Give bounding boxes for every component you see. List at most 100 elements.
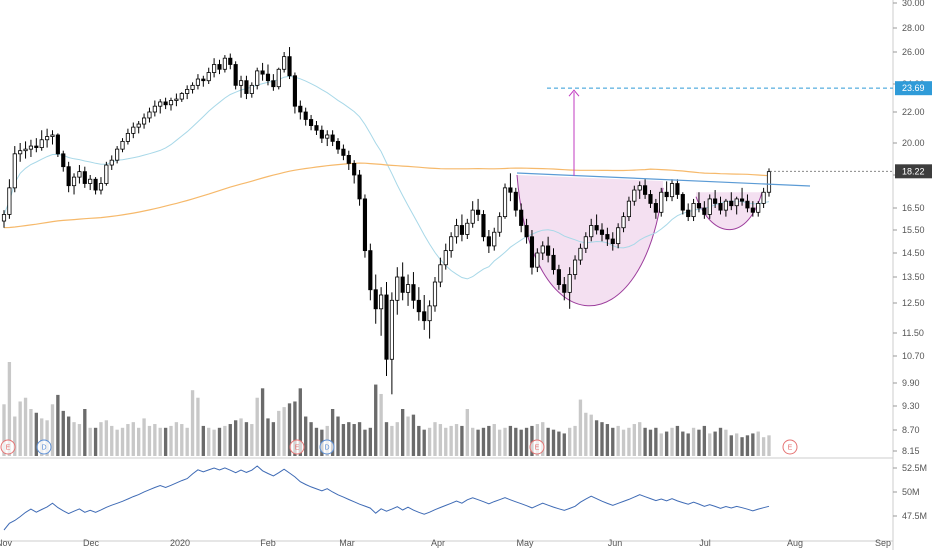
volume-bar <box>374 384 378 456</box>
volume-bar <box>2 404 6 456</box>
candle-body <box>346 154 351 164</box>
time-tick-label: Sep <box>875 538 891 548</box>
candle-body <box>282 56 287 70</box>
candle-body <box>696 203 702 209</box>
volume-bar <box>514 427 518 456</box>
volume-bar <box>212 429 216 456</box>
indicator-tick-label: 47.5M <box>902 511 927 521</box>
candle-body <box>325 134 330 139</box>
volume-bar <box>654 427 658 456</box>
candle-body <box>492 231 497 247</box>
candle-body <box>605 234 610 240</box>
marker-letter: E <box>295 445 300 452</box>
earnings-marker-icon[interactable] <box>782 439 798 455</box>
volume-bar <box>541 422 545 456</box>
volume-bar <box>110 425 114 456</box>
volume-bar <box>670 427 674 456</box>
volume-bar <box>363 429 367 456</box>
volume-bar <box>675 425 680 456</box>
volume-bar <box>137 427 141 456</box>
volume-bar <box>45 420 49 456</box>
time-tick-label: Aug <box>787 538 803 548</box>
price-tick-label: 22.00 <box>902 107 925 117</box>
candle-body <box>761 191 766 204</box>
candle-body <box>179 93 184 100</box>
candle-body <box>23 148 28 152</box>
indicator-axis[interactable]: 52.5M 50M 47.5M <box>893 463 927 521</box>
price-axis[interactable]: 30.0028.0026.0024.0022.0020.0018.0016.50… <box>893 0 932 456</box>
candle-body <box>28 145 34 150</box>
earnings-marker-icon[interactable] <box>0 439 16 455</box>
candle-body <box>45 136 50 141</box>
volume-bar <box>449 425 453 456</box>
earnings-marker-icon[interactable] <box>289 439 305 455</box>
volume-bar <box>56 394 60 456</box>
candle-body <box>1 214 7 222</box>
candle-body <box>739 198 745 202</box>
volume-bar <box>23 397 28 456</box>
volume-bar <box>61 410 65 456</box>
time-tick-label: Nov <box>0 538 12 548</box>
candle-body <box>702 207 707 215</box>
volume-bar <box>718 427 723 456</box>
candle-body <box>66 166 71 187</box>
candle-body <box>599 229 605 235</box>
volume-bar <box>638 422 642 456</box>
volume-bar <box>115 429 119 456</box>
volume-bar <box>594 420 599 456</box>
candle-body <box>686 209 691 218</box>
volume-bar <box>481 427 486 456</box>
volume-bar <box>697 429 701 456</box>
candle-body <box>583 236 588 249</box>
candle-body <box>120 140 125 150</box>
candle-body <box>373 289 378 310</box>
volume-bar <box>740 437 744 456</box>
ma-short-line <box>3 75 770 280</box>
time-tick-label: Apr <box>431 538 445 548</box>
candle-body <box>201 78 206 82</box>
volume-bar <box>530 425 534 456</box>
candle-body <box>384 294 389 360</box>
time-tick-label: 2020 <box>170 538 190 548</box>
volume-bar <box>368 427 373 456</box>
candle-body <box>664 191 669 198</box>
dividend-marker-icon[interactable] <box>36 439 52 455</box>
volume-bar <box>422 429 426 456</box>
candle-body <box>562 284 567 293</box>
dividend-marker-icon[interactable] <box>319 439 335 455</box>
volume-bar <box>255 397 259 456</box>
earnings-marker-icon[interactable] <box>529 439 545 455</box>
candle-body <box>476 209 481 215</box>
target-price-badge <box>895 81 932 96</box>
volume-bar <box>417 425 421 456</box>
candle-body <box>136 123 141 128</box>
candle-body <box>594 225 599 231</box>
volume-bar <box>751 433 755 456</box>
candle-body <box>341 148 346 156</box>
candle-body <box>508 187 513 193</box>
candle-body <box>228 57 233 65</box>
volume-bar <box>330 409 335 456</box>
candle-body <box>163 101 168 106</box>
candle-body <box>669 183 675 198</box>
volume-bar <box>77 424 82 456</box>
candle-body <box>276 68 281 88</box>
annotations <box>516 87 893 187</box>
volume-bar <box>735 433 739 456</box>
volume-bar <box>433 422 437 456</box>
candle-body <box>55 134 60 155</box>
price-tick-label: 10.70 <box>902 351 925 361</box>
candle-body <box>190 84 195 90</box>
volume-bar <box>589 414 593 456</box>
time-axis[interactable]: Nov Dec 2020 Feb Mar Apr May Jun Jul Aug Sep <box>0 538 891 548</box>
candle-body <box>152 105 157 113</box>
candle-body <box>632 189 637 202</box>
volume-bar <box>611 427 615 456</box>
candle-body <box>459 225 464 235</box>
volume-bar <box>72 422 76 456</box>
volume-bar <box>438 424 443 456</box>
marker-letter: E <box>6 445 11 452</box>
candle-body <box>405 284 411 293</box>
candle-body <box>395 276 400 301</box>
